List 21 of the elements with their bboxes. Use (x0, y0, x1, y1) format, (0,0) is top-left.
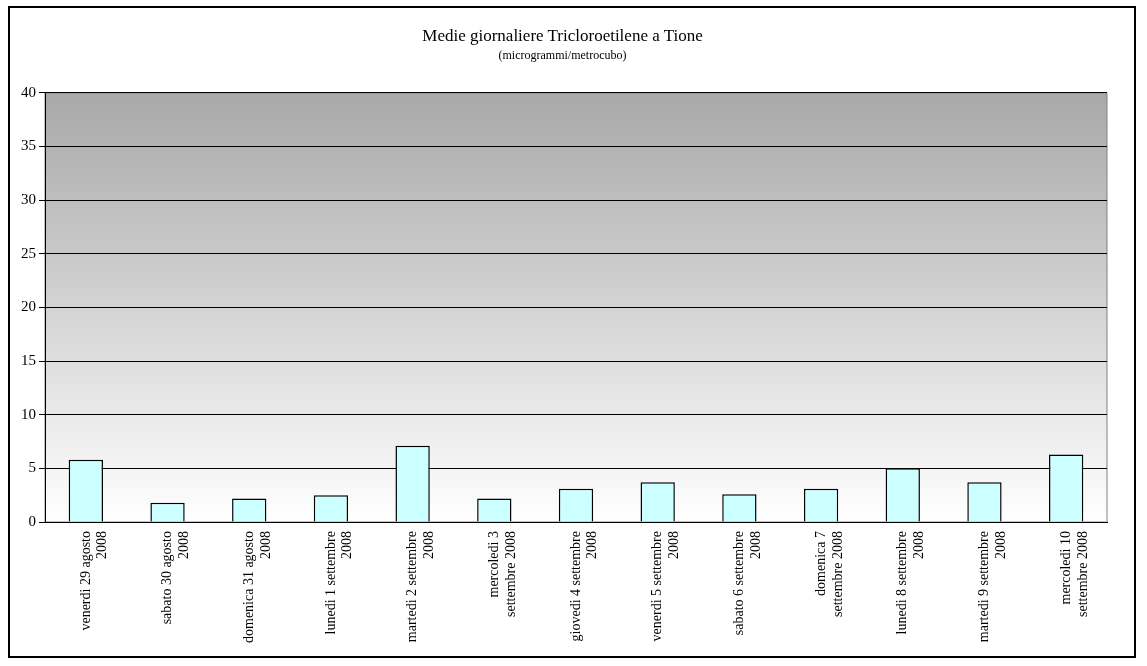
y-tick-label: 20 (21, 298, 36, 315)
x-tick-label: domenica 31 agosto 2008 (240, 531, 273, 644)
y-tick-label: 40 (21, 83, 36, 100)
y-tick-label: 5 (28, 459, 36, 476)
y-tick-label: 25 (21, 244, 36, 261)
x-tick-label: martedi 2 settembre 2008 (404, 531, 437, 643)
y-tick-label: 35 (21, 137, 36, 154)
y-tick-label: 0 (28, 512, 36, 529)
chart-title: Medie giornaliere Tricloroetilene a Tione (422, 25, 703, 45)
chart-subtitle: (microgrammi/metrocubo) (498, 47, 627, 62)
x-tick-label: venerdi 29 agosto 2008 (77, 531, 110, 631)
x-tick-label: sabato 6 settembre 2008 (731, 531, 763, 636)
x-tick-label: sabato 30 agosto 2008 (159, 531, 192, 625)
x-tick-label: lunedi 8 settembre 2008 (894, 531, 927, 635)
y-tick-label: 30 (21, 191, 36, 208)
x-tick-label: martedi 9 settembre 2008 (976, 531, 1008, 643)
x-tick-label: lunedi 1 settembre 2008 (322, 531, 355, 635)
y-tick-label: 10 (21, 405, 36, 422)
y-tick-label: 15 (21, 352, 36, 368)
x-tick-label: giovedi 4 settembre 2008 (567, 531, 600, 642)
x-tick-label: venerdi 5 settembre 2008 (649, 531, 682, 642)
